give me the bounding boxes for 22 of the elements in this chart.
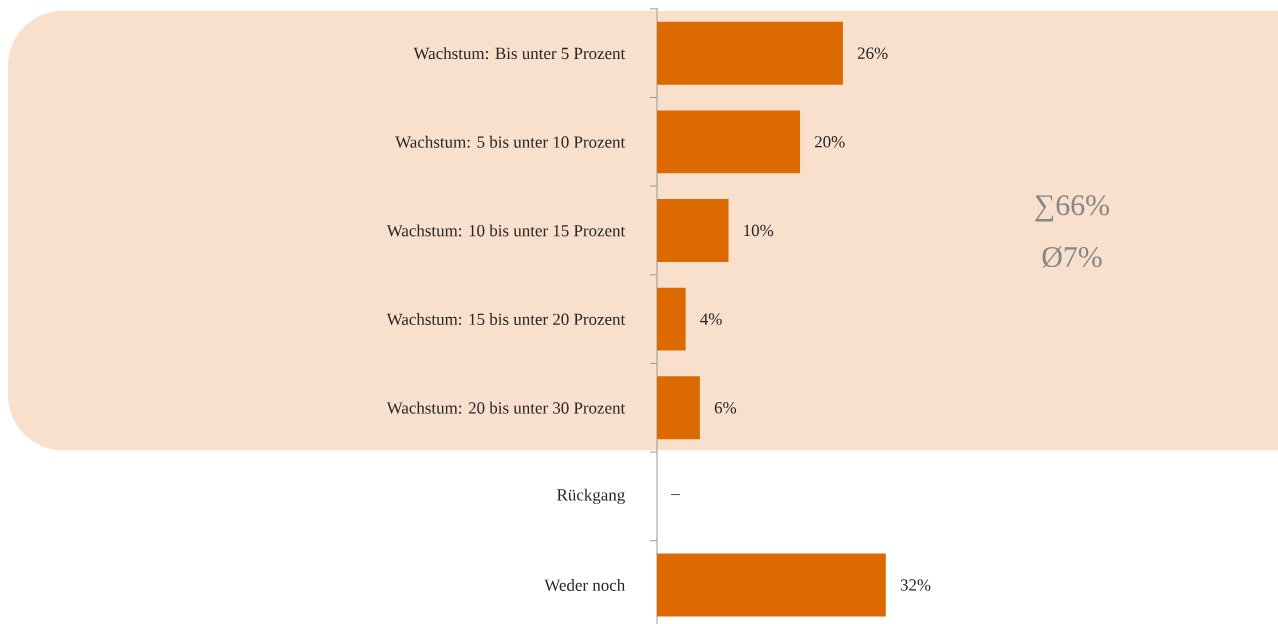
data-label: 6%	[714, 402, 737, 414]
y-tick-label: Rückgang	[557, 488, 625, 505]
data-label: 32%	[900, 579, 931, 591]
data-label: 20%	[814, 136, 845, 148]
text: –	[671, 494, 680, 496]
y-tick-label: Wachstum: 5 bis unter 10 Prozent	[395, 135, 626, 148]
bar	[657, 21, 843, 85]
bar	[657, 199, 729, 262]
y-tick-label: Wachstum: 15 bis unter 20 Prozent	[386, 313, 626, 326]
text: ∑66%	[1035, 195, 1110, 222]
bar	[657, 553, 886, 617]
y-tick-label: Weder noch	[544, 579, 626, 592]
bar	[657, 376, 700, 440]
y-tick-label: Wachstum: 20 bis unter 30 Prozent	[386, 401, 626, 414]
bar	[657, 287, 686, 351]
data-label: 4%	[700, 313, 722, 325]
data-label: 10%	[744, 224, 774, 237]
bar	[657, 110, 801, 174]
data-label: 26%	[857, 47, 888, 59]
y-tick-label: Wachstum: Bis unter 5 Prozent	[413, 47, 626, 60]
y-tick-label: Wachstum: 10 bis unter 15 Prozent	[386, 224, 626, 237]
text: Ø7%	[1042, 246, 1102, 268]
